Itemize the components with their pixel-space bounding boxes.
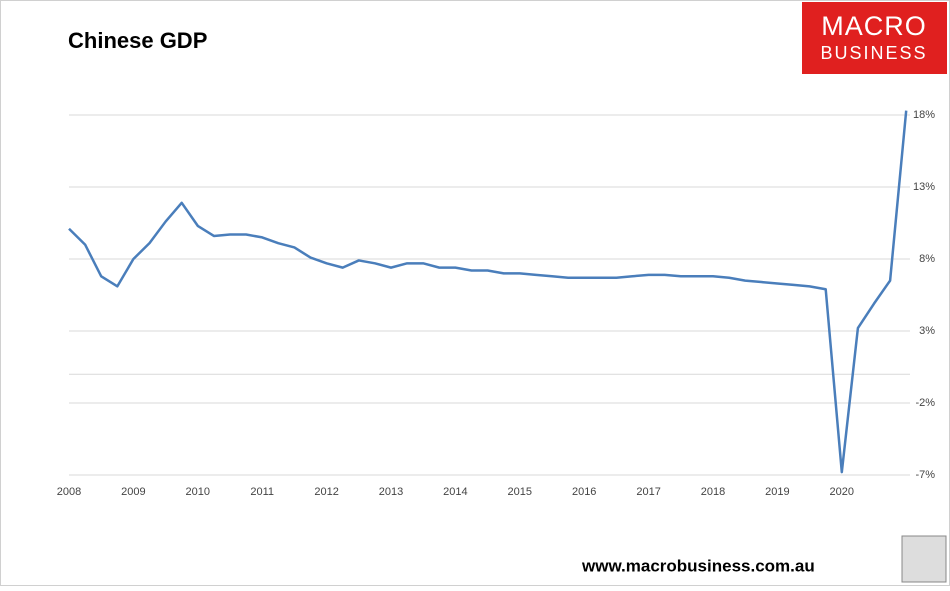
x-tick-label: 2018: [701, 486, 725, 498]
y-tick-label: -2%: [915, 397, 935, 409]
y-tick-label: 13%: [913, 181, 935, 193]
x-tick-label: 2011: [250, 486, 274, 498]
plot: 18% 13% 8% 3% -2% -7% 2008 2009 2010 2011 2012 2013…: [57, 109, 935, 498]
x-tick-label: 2008: [57, 486, 81, 498]
x-tick-label: 2010: [186, 486, 210, 498]
y-tick-label: 8%: [919, 253, 935, 265]
logo-icon: [901, 535, 947, 583]
x-tick-label: 2012: [314, 486, 338, 498]
x-tick-label: 2020: [830, 486, 854, 498]
data-line: [68, 110, 908, 474]
brand-box: [802, 2, 947, 74]
y-tick-label: -7%: [915, 469, 935, 481]
x-tick-label: 2019: [765, 486, 789, 498]
x-tick-label: 2014: [443, 486, 467, 498]
y-tick-label: 3%: [919, 325, 935, 337]
chart-title: Chinese GDP: [68, 28, 207, 53]
x-tick-label: 2017: [636, 486, 660, 498]
x-tick-label: 2013: [379, 486, 403, 498]
x-tick-label: 2015: [508, 486, 532, 498]
footer-url: www.macrobusiness.com.au: [581, 556, 815, 575]
brand-line1: MACRO: [821, 11, 927, 41]
x-tick-label: 2016: [572, 486, 596, 498]
x-tick-label: 2009: [121, 486, 145, 498]
brand-line2: BUSINESS: [820, 43, 927, 63]
y-tick-label: 18%: [913, 109, 935, 121]
